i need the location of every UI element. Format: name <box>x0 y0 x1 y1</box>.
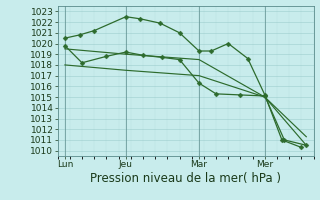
X-axis label: Pression niveau de la mer( hPa ): Pression niveau de la mer( hPa ) <box>90 172 281 185</box>
